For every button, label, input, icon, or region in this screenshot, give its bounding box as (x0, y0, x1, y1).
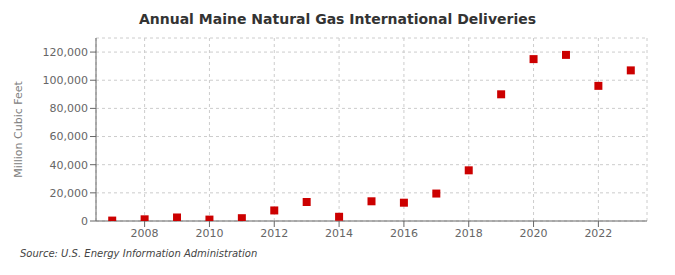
svg-text:40,000: 40,000 (50, 159, 89, 172)
svg-text:2020: 2020 (520, 227, 548, 240)
svg-text:2022: 2022 (584, 227, 612, 240)
svg-text:2008: 2008 (131, 227, 159, 240)
svg-text:2010: 2010 (195, 227, 223, 240)
svg-text:2016: 2016 (390, 227, 418, 240)
svg-text:100,000: 100,000 (43, 74, 89, 87)
svg-text:Million Cubic Feet: Million Cubic Feet (12, 80, 25, 177)
svg-text:120,000: 120,000 (43, 46, 89, 59)
svg-text:20,000: 20,000 (50, 187, 89, 200)
svg-text:2018: 2018 (455, 227, 483, 240)
html-text:Source: U.S. Energy Informatio: Source: U.S. Energy Information Administ… (20, 248, 258, 259)
svg-text:60,000: 60,000 (50, 130, 89, 143)
svg-text:0: 0 (81, 215, 88, 228)
svg-text:2014: 2014 (325, 227, 353, 240)
svg-text:2012: 2012 (260, 227, 288, 240)
svg-text:80,000: 80,000 (50, 102, 89, 115)
html-text:Annual Maine Natural Gas Inter: Annual Maine Natural Gas International D… (138, 11, 536, 27)
